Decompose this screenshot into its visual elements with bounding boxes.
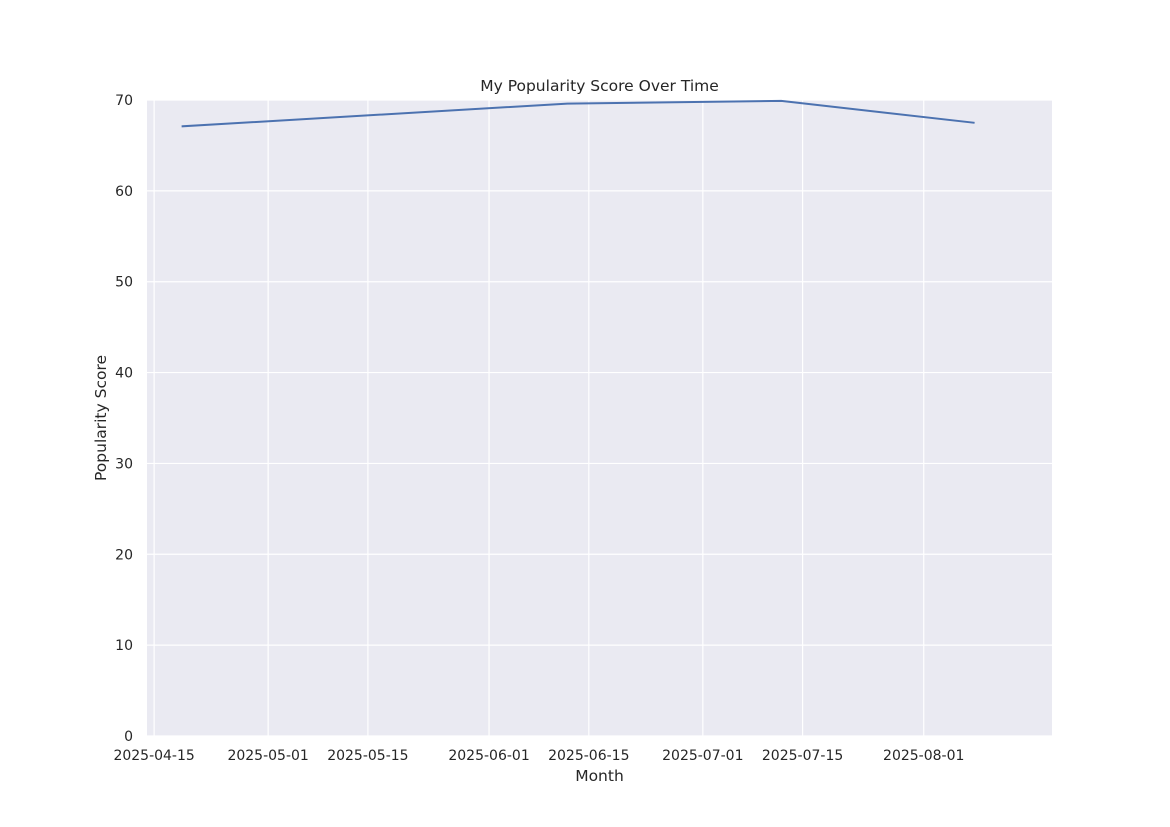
x-tick-label: 2025-07-15 (762, 748, 843, 764)
x-tick-labels: 2025-04-15 2025-05-01 2025-05-15 2025-06-01… (113, 748, 964, 764)
y-axis-label: Popularity Score (92, 355, 110, 481)
x-tick-label: 2025-04-15 (113, 748, 194, 764)
series-line-0 (181, 99, 975, 128)
y-tick-label: 40 (115, 366, 133, 382)
y-tick-label: 50 (115, 275, 133, 291)
series-lines (181, 99, 975, 128)
x-axis-label: Month (575, 767, 624, 785)
y-tick-label: 70 (115, 93, 133, 109)
y-tick-label: 20 (115, 547, 133, 563)
y-tick-label: 0 (124, 729, 133, 745)
y-tick-labels: 0 10 20 30 40 50 60 70 (115, 93, 133, 745)
x-tick-label: 2025-05-01 (227, 748, 308, 764)
y-tick-label: 30 (115, 456, 133, 472)
x-tick-label: 2025-08-01 (883, 748, 964, 764)
x-tick-label: 2025-06-01 (448, 748, 529, 764)
chart-title: My Popularity Score Over Time (480, 77, 719, 95)
x-tick-label: 2025-05-15 (327, 748, 408, 764)
y-tick-label: 60 (115, 184, 133, 200)
y-tick-label: 10 (115, 638, 133, 654)
x-tick-label: 2025-07-01 (662, 748, 743, 764)
grid-lines (147, 99, 1052, 737)
plot-area (147, 100, 1052, 736)
x-tick-label: 2025-06-15 (548, 748, 629, 764)
